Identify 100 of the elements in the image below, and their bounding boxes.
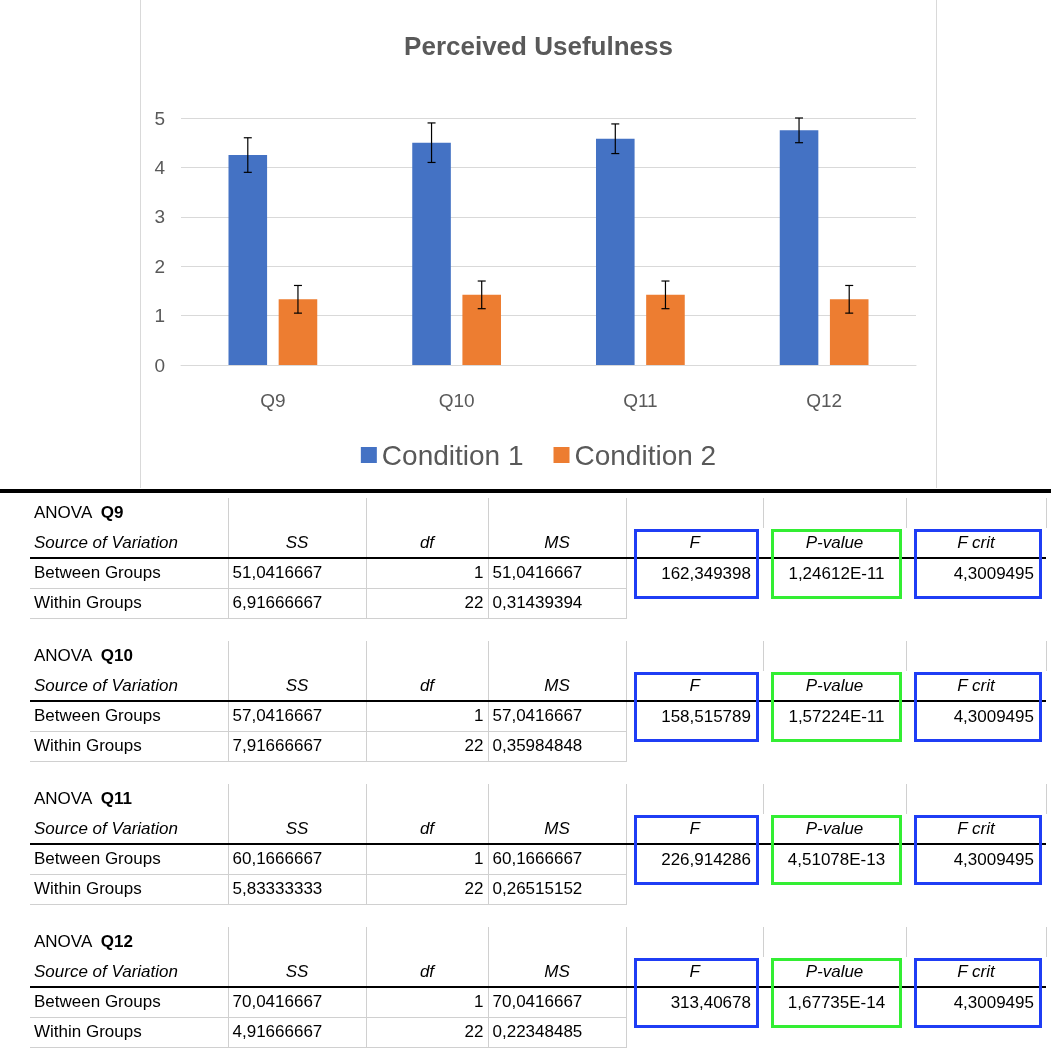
source-note: Source of Variation bbox=[30, 814, 228, 844]
text: F bbox=[626, 671, 763, 701]
text: ANOVA bbox=[34, 932, 92, 951]
source-note: Source of Variation bbox=[30, 671, 228, 701]
y-tick-label: 2 bbox=[154, 255, 165, 277]
bar bbox=[412, 142, 451, 365]
text: P-value bbox=[763, 957, 906, 987]
text: 158,515789 bbox=[660, 705, 752, 728]
text: F crit bbox=[906, 528, 1046, 558]
text: Within Groups bbox=[30, 731, 228, 761]
y-tick-label: 3 bbox=[154, 206, 165, 228]
text: 1 bbox=[366, 844, 488, 874]
text: 60,1666667 bbox=[488, 844, 626, 874]
text: 162,349398 bbox=[660, 562, 752, 585]
x-tick-label: Q11 bbox=[623, 390, 658, 411]
text: SS bbox=[228, 814, 366, 844]
x-tick-label: Q12 bbox=[806, 390, 843, 411]
text: 51,0416667 bbox=[228, 558, 366, 588]
legend-label: Condition 2 bbox=[574, 439, 717, 471]
text: F crit bbox=[906, 957, 1046, 987]
text: SS bbox=[228, 957, 366, 987]
text: 1,24612E-11 bbox=[787, 562, 886, 585]
text: 1,57224E-11 bbox=[787, 705, 886, 728]
text: 0,26515152 bbox=[488, 874, 626, 904]
text: df bbox=[366, 528, 488, 558]
text: 1,67735E-14 bbox=[786, 991, 887, 1014]
bar bbox=[596, 138, 635, 365]
text: 57,0416667 bbox=[488, 701, 626, 731]
text: F crit bbox=[906, 814, 1046, 844]
text: P-value bbox=[763, 671, 906, 701]
text: Q10 bbox=[100, 646, 133, 665]
text: 4,51078E-13 bbox=[786, 848, 887, 871]
text: F bbox=[626, 814, 763, 844]
text: 6,91666667 bbox=[228, 588, 366, 618]
text: SS bbox=[228, 528, 366, 558]
text: Q9 bbox=[100, 503, 124, 522]
text: P-value bbox=[763, 814, 906, 844]
text: 226,914286 bbox=[660, 848, 752, 871]
x-tick-label: Q10 bbox=[438, 390, 475, 411]
y-tick-label: 0 bbox=[154, 354, 165, 376]
text: df bbox=[366, 957, 488, 987]
bar bbox=[646, 294, 685, 365]
text: MS bbox=[488, 528, 626, 558]
text: ANOVA bbox=[34, 503, 92, 522]
text: Within Groups bbox=[30, 874, 228, 904]
text: Q11 bbox=[100, 789, 132, 808]
text: Between Groups bbox=[30, 701, 228, 731]
text: 4,3009495 bbox=[952, 562, 1035, 585]
y-tick-label: 1 bbox=[154, 305, 165, 327]
text: 1 bbox=[366, 987, 488, 1017]
x-tick-label: Q9 bbox=[260, 390, 286, 411]
text: Between Groups bbox=[30, 987, 228, 1017]
bar bbox=[829, 299, 869, 365]
text: Within Groups bbox=[30, 588, 228, 618]
text: df bbox=[366, 671, 488, 701]
bar bbox=[278, 299, 318, 365]
text: 70,0416667 bbox=[488, 987, 626, 1017]
bar bbox=[228, 155, 268, 365]
text: 4,91666667 bbox=[228, 1017, 366, 1047]
text: F bbox=[626, 528, 763, 558]
text: P-value bbox=[763, 528, 906, 558]
text: 22 bbox=[366, 588, 488, 618]
y-tick-label: 4 bbox=[154, 156, 166, 178]
text: ANOVA bbox=[34, 646, 92, 665]
text: 1 bbox=[366, 701, 488, 731]
text: 0,31439394 bbox=[488, 588, 626, 618]
text: F bbox=[626, 957, 763, 987]
text: 70,0416667 bbox=[228, 987, 366, 1017]
text: 22 bbox=[366, 874, 488, 904]
text: 313,40678 bbox=[669, 991, 752, 1014]
text: Between Groups bbox=[30, 558, 228, 588]
text: 4,3009495 bbox=[952, 848, 1035, 871]
text: ANOVA bbox=[34, 789, 92, 808]
text: 0,35984848 bbox=[488, 731, 626, 761]
text: 5,83333333 bbox=[228, 874, 366, 904]
text: 51,0416667 bbox=[488, 558, 626, 588]
text: MS bbox=[488, 671, 626, 701]
source-note: Source of Variation bbox=[30, 528, 228, 558]
text: 7,91666667 bbox=[228, 731, 366, 761]
chart-title: Perceived Usefulness bbox=[404, 31, 673, 61]
text: 22 bbox=[366, 731, 488, 761]
text: 60,1666667 bbox=[228, 844, 366, 874]
text: 1 bbox=[366, 558, 488, 588]
bar bbox=[462, 294, 501, 365]
bar bbox=[779, 130, 819, 365]
legend-label: Condition 1 bbox=[381, 439, 524, 471]
text: df bbox=[366, 814, 488, 844]
text: MS bbox=[488, 814, 626, 844]
text: 4,3009495 bbox=[952, 991, 1035, 1014]
text: F crit bbox=[906, 671, 1046, 701]
text: Q12 bbox=[100, 932, 133, 951]
text: Within Groups bbox=[30, 1017, 228, 1047]
source-note: Source of Variation bbox=[30, 957, 228, 987]
text: 0,22348485 bbox=[488, 1017, 626, 1047]
text: Between Groups bbox=[30, 844, 228, 874]
text: SS bbox=[228, 671, 366, 701]
text: 22 bbox=[366, 1017, 488, 1047]
text: 4,3009495 bbox=[952, 705, 1035, 728]
y-tick-label: 5 bbox=[154, 107, 165, 129]
text: 57,0416667 bbox=[228, 701, 366, 731]
